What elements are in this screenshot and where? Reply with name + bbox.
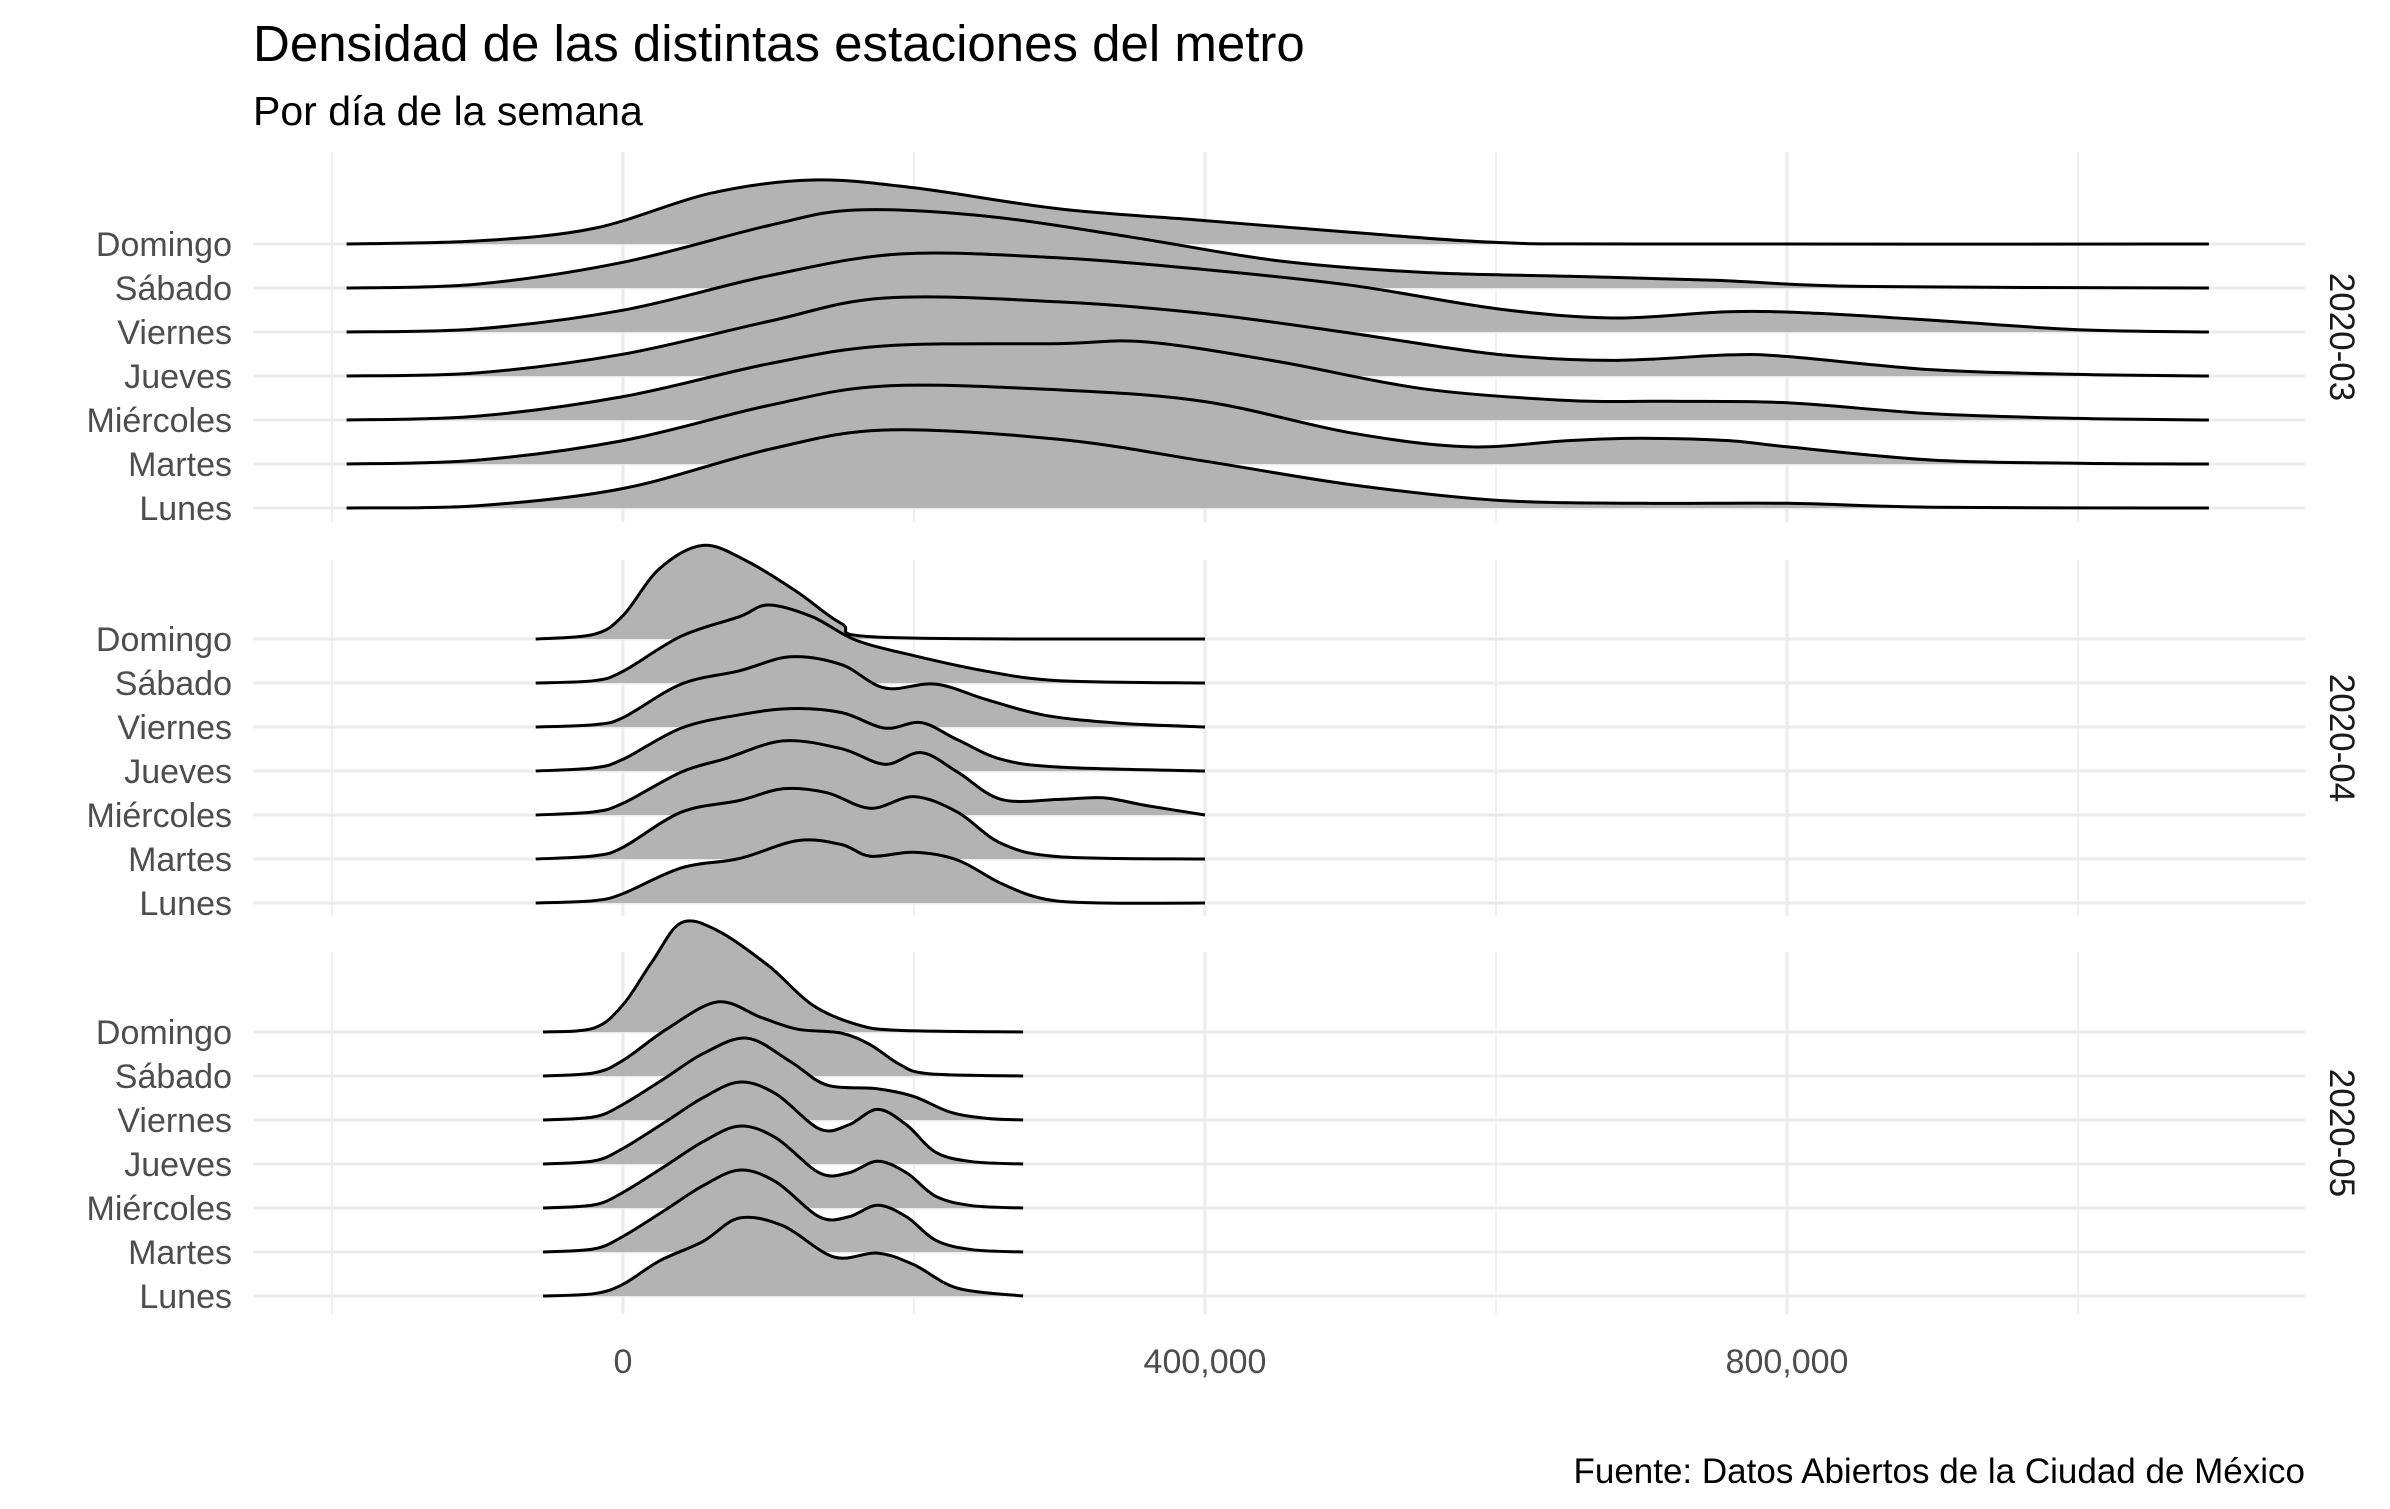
y-tick-label: Lunes: [139, 490, 232, 528]
ridge-line-2020-03-Martes: [346, 383, 2209, 466]
ridge-area-2020-04-Martes: [535, 788, 1205, 859]
chart-subtitle: Por día de la semana: [253, 88, 643, 134]
y-tick-label: Lunes: [139, 885, 232, 923]
x-tick-label: 0: [614, 1343, 633, 1381]
y-tick-label: Lunes: [139, 1278, 232, 1316]
ridge-line-2020-04-Sábado: [535, 603, 1206, 685]
y-tick-label: Sábado: [115, 270, 232, 308]
ridge-line-2020-04-Lunes: [535, 838, 1206, 905]
y-tick-label: Miércoles: [87, 797, 232, 835]
y-tick-label: Viernes: [117, 314, 232, 352]
ridge-area-2020-05-Martes: [543, 1170, 1024, 1252]
ridge-line-2020-04-Martes: [535, 786, 1206, 861]
ridge-line-2020-05-Miércoles: [542, 1124, 1024, 1210]
ridge-area-2020-04-Miércoles: [535, 740, 1205, 815]
ridge-area-2020-04-Lunes: [535, 839, 1205, 904]
ridge-line-2020-04-Jueves: [535, 707, 1206, 773]
ridge-line-2020-03-Jueves: [346, 295, 2209, 378]
y-tick-label: Domingo: [96, 1014, 232, 1052]
ridge-line-2020-05-Lunes: [542, 1215, 1024, 1298]
ridge-area-2020-05-Domingo: [543, 920, 1024, 1032]
facet-strip-label: 2020-04: [2322, 674, 2361, 802]
ridge-line-2020-04-Miércoles: [535, 739, 1206, 817]
y-tick-label: Domingo: [96, 621, 232, 659]
y-tick-label: Sábado: [115, 665, 232, 703]
ridge-area-2020-03-Lunes: [346, 429, 2209, 508]
ridge-area-2020-04-Viernes: [535, 656, 1205, 727]
ridge-line-2020-05-Sábado: [542, 1000, 1024, 1078]
ridge-line-2020-03-Lunes: [346, 428, 2209, 510]
ridge-line-2020-03-Viernes: [346, 251, 2209, 334]
ridge-line-2020-03-Sábado: [346, 208, 2209, 290]
y-tick-label: Sábado: [115, 1058, 232, 1096]
ridge-line-2020-04-Domingo: [535, 543, 1206, 641]
ridge-area-2020-04-Domingo: [535, 545, 1205, 640]
ridge-area-2020-05-Miércoles: [543, 1126, 1024, 1208]
y-tick-label: Martes: [128, 841, 232, 879]
ridge-line-2020-05-Viernes: [542, 1036, 1024, 1122]
ridge-line-2020-05-Jueves: [542, 1080, 1024, 1166]
facet-panel-2020-04: Lunes Martes Miércoles Jueves Viernes Sábado D…: [87, 543, 2361, 923]
chart-title: Densidad de las distintas estaciones del…: [253, 15, 1305, 72]
ridge-line-2020-04-Viernes: [535, 655, 1206, 729]
ridge-area-2020-05-Lunes: [543, 1217, 1024, 1296]
y-tick-label: Jueves: [124, 358, 232, 396]
y-tick-label: Jueves: [124, 753, 232, 791]
ridge-line-2020-05-Domingo: [542, 919, 1024, 1034]
y-tick-label: Domingo: [96, 226, 232, 264]
ridge-line-2020-05-Martes: [542, 1168, 1024, 1254]
y-tick-label: Miércoles: [87, 402, 232, 440]
ridge-area-2020-05-Viernes: [543, 1037, 1024, 1120]
ridge-area-2020-05-Sábado: [543, 1001, 1024, 1076]
facet-panel-2020-03: Lunes Martes Miércoles Jueves Viernes Sábado D…: [87, 152, 2361, 528]
ridge-line-2020-03-Miércoles: [346, 339, 2209, 422]
y-tick-label: Jueves: [124, 1146, 232, 1184]
x-tick-label: 800,000: [1726, 1343, 1849, 1381]
ridge-line-2020-03-Domingo: [346, 178, 2209, 246]
y-tick-label: Martes: [128, 1234, 232, 1272]
y-tick-label: Viernes: [117, 709, 232, 747]
ridge-area-2020-05-Jueves: [543, 1082, 1024, 1164]
y-tick-label: Miércoles: [87, 1190, 232, 1228]
x-tick-label: 400,000: [1144, 1343, 1267, 1381]
y-tick-label: Viernes: [117, 1102, 232, 1140]
ridge-area-2020-04-Jueves: [535, 708, 1205, 771]
ridge-area-2020-03-Domingo: [346, 179, 2209, 245]
facet-strip-label: 2020-03: [2322, 273, 2361, 401]
chart-caption: Fuente: Datos Abiertos de la Ciudad de M…: [1573, 1452, 2305, 1491]
ridge-area-2020-04-Sábado: [535, 605, 1205, 683]
y-tick-label: Martes: [128, 446, 232, 484]
facet-strip-label: 2020-05: [2322, 1069, 2361, 1197]
facet-panel-2020-05: Lunes Martes Miércoles Jueves Viernes Sábado D…: [87, 919, 2361, 1316]
